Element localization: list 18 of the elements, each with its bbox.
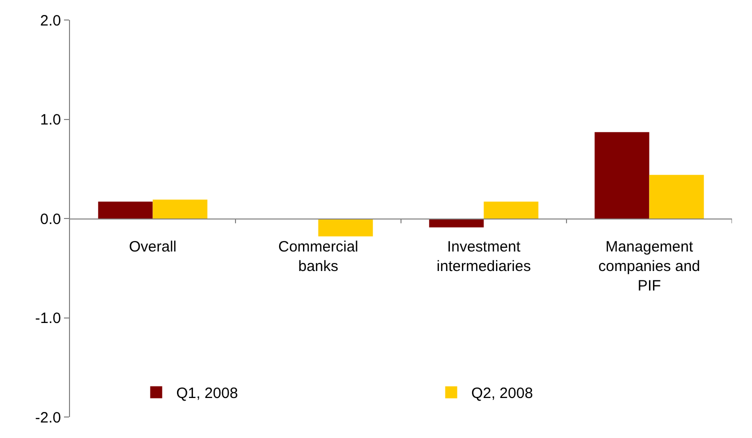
y-tick-label: -2.0 [35, 409, 61, 426]
x-tick-label: Commercial banks [278, 238, 358, 275]
bar [484, 202, 538, 218]
bar [429, 218, 484, 228]
bar [594, 132, 650, 218]
y-tick-label: 2.0 [40, 12, 61, 30]
x-tick-label: Management companies and PIF [598, 238, 700, 294]
bar [152, 200, 208, 218]
x-tick-label: Investment intermediaries [436, 238, 531, 275]
bar [98, 202, 153, 218]
x-tick-label: Overall [128, 238, 177, 256]
y-tick-label: 0.0 [40, 210, 61, 228]
y-tick-label: 1.0 [40, 112, 61, 128]
bar [649, 174, 704, 218]
bar [318, 218, 373, 236]
legend-label: Q2, 2008 [471, 385, 533, 402]
legend-label: Q1, 2008 [176, 385, 238, 402]
y-tick-label: -1.0 [35, 310, 61, 327]
